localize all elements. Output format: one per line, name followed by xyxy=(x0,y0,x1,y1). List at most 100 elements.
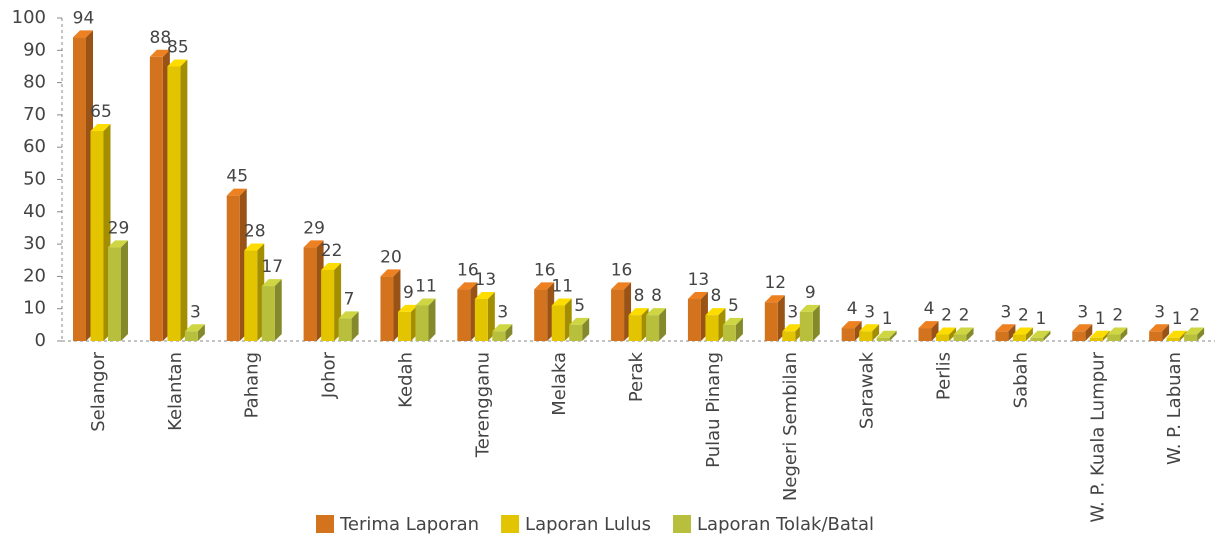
bar xyxy=(687,299,701,341)
bar xyxy=(1107,334,1121,341)
bar xyxy=(628,315,642,341)
legend-label: Terima Laporan xyxy=(339,514,479,535)
data-label: 3 xyxy=(1000,302,1011,322)
bar-side xyxy=(1162,324,1170,341)
bar-side xyxy=(931,321,939,341)
data-label: 29 xyxy=(108,218,130,238)
bar xyxy=(995,331,1009,341)
y-tick-label: 20 xyxy=(23,265,46,286)
bar xyxy=(918,328,932,341)
bar xyxy=(569,324,583,341)
bar-top xyxy=(397,304,418,312)
bar xyxy=(108,247,121,341)
y-tick-label: 70 xyxy=(23,104,46,125)
x-tick-label: Kedah xyxy=(395,352,416,408)
bar xyxy=(261,286,275,341)
bar-top xyxy=(474,292,495,300)
x-tick-label: Sarawak xyxy=(857,351,878,429)
y-tick-label: 60 xyxy=(23,136,46,157)
bar-top xyxy=(303,240,324,248)
bar-top xyxy=(167,59,188,67)
bar-top xyxy=(687,292,708,300)
bar xyxy=(841,328,855,341)
bar xyxy=(397,311,411,341)
bar xyxy=(782,331,796,341)
y-tick-label: 80 xyxy=(23,72,46,93)
bar-top xyxy=(953,327,974,335)
bar-top xyxy=(73,30,93,38)
data-label: 9 xyxy=(805,283,816,303)
data-label: 1 xyxy=(882,309,893,329)
bar-top xyxy=(1184,327,1205,335)
bar xyxy=(611,289,625,341)
data-label: 1 xyxy=(1172,309,1183,329)
bar xyxy=(936,334,950,341)
data-label: 65 xyxy=(90,102,112,122)
bar xyxy=(646,315,660,341)
bar-side xyxy=(1008,324,1016,341)
x-tick-label: Negeri Sembilan xyxy=(780,352,801,501)
data-label: 88 xyxy=(150,28,172,48)
bar-top xyxy=(1012,327,1033,335)
x-tick-label: Terengganu xyxy=(472,352,493,458)
data-label: 28 xyxy=(244,222,266,242)
bar-side xyxy=(1043,330,1051,341)
data-label: 13 xyxy=(475,270,497,290)
bar xyxy=(1166,337,1180,341)
bar xyxy=(859,331,873,341)
bar-side xyxy=(1085,324,1093,341)
data-label: 20 xyxy=(380,247,402,267)
bar-side xyxy=(1120,327,1128,341)
y-tick-label: 40 xyxy=(23,201,46,222)
data-label: 11 xyxy=(415,276,437,296)
y-tick-label: 50 xyxy=(23,169,46,190)
data-label: 9 xyxy=(403,283,414,303)
bar xyxy=(534,289,548,341)
bar-top xyxy=(534,282,555,290)
bar-side xyxy=(428,298,436,341)
legend-label: Laporan Tolak/Batal xyxy=(697,514,874,535)
data-label: 8 xyxy=(711,286,722,306)
bar-top xyxy=(918,321,939,329)
bar-top xyxy=(782,324,803,332)
data-label: 3 xyxy=(787,302,798,322)
bar xyxy=(415,305,429,341)
data-label: 3 xyxy=(1154,302,1165,322)
x-tick-label: W. P. Labuan xyxy=(1164,352,1185,465)
x-tick-label: Perak xyxy=(626,351,647,402)
bar-top xyxy=(859,324,880,332)
data-label: 2 xyxy=(1112,306,1123,326)
bar-top xyxy=(1107,327,1128,335)
bar xyxy=(226,195,240,341)
bar-side xyxy=(889,330,897,341)
data-label: 3 xyxy=(1077,302,1088,322)
bar xyxy=(1030,337,1044,341)
bar-top xyxy=(1089,330,1110,338)
bar-top xyxy=(108,240,128,248)
bar xyxy=(799,311,813,341)
bar-top xyxy=(1149,324,1170,332)
bar xyxy=(1184,334,1198,341)
legend-swatch xyxy=(316,515,334,533)
data-label: 22 xyxy=(321,241,343,261)
data-label: 5 xyxy=(574,296,585,316)
bar-top xyxy=(90,124,111,132)
data-label: 16 xyxy=(611,260,633,280)
bar-top xyxy=(1072,324,1093,332)
data-label: 3 xyxy=(864,302,875,322)
data-label: 1 xyxy=(1035,309,1046,329)
data-label: 2 xyxy=(959,306,970,326)
bar-top xyxy=(261,279,282,287)
bar-top xyxy=(338,311,359,319)
x-tick-label: Melaka xyxy=(549,352,570,416)
data-label: 45 xyxy=(226,167,248,187)
data-label: 12 xyxy=(764,273,786,293)
data-label: 2 xyxy=(1018,306,1029,326)
x-tick-label: Pahang xyxy=(242,352,263,418)
bar xyxy=(1149,331,1163,341)
data-label: 2 xyxy=(1189,306,1200,326)
bar-side xyxy=(777,295,785,341)
data-label: 5 xyxy=(728,296,739,316)
data-label: 3 xyxy=(190,302,201,322)
bar-side xyxy=(274,279,282,341)
